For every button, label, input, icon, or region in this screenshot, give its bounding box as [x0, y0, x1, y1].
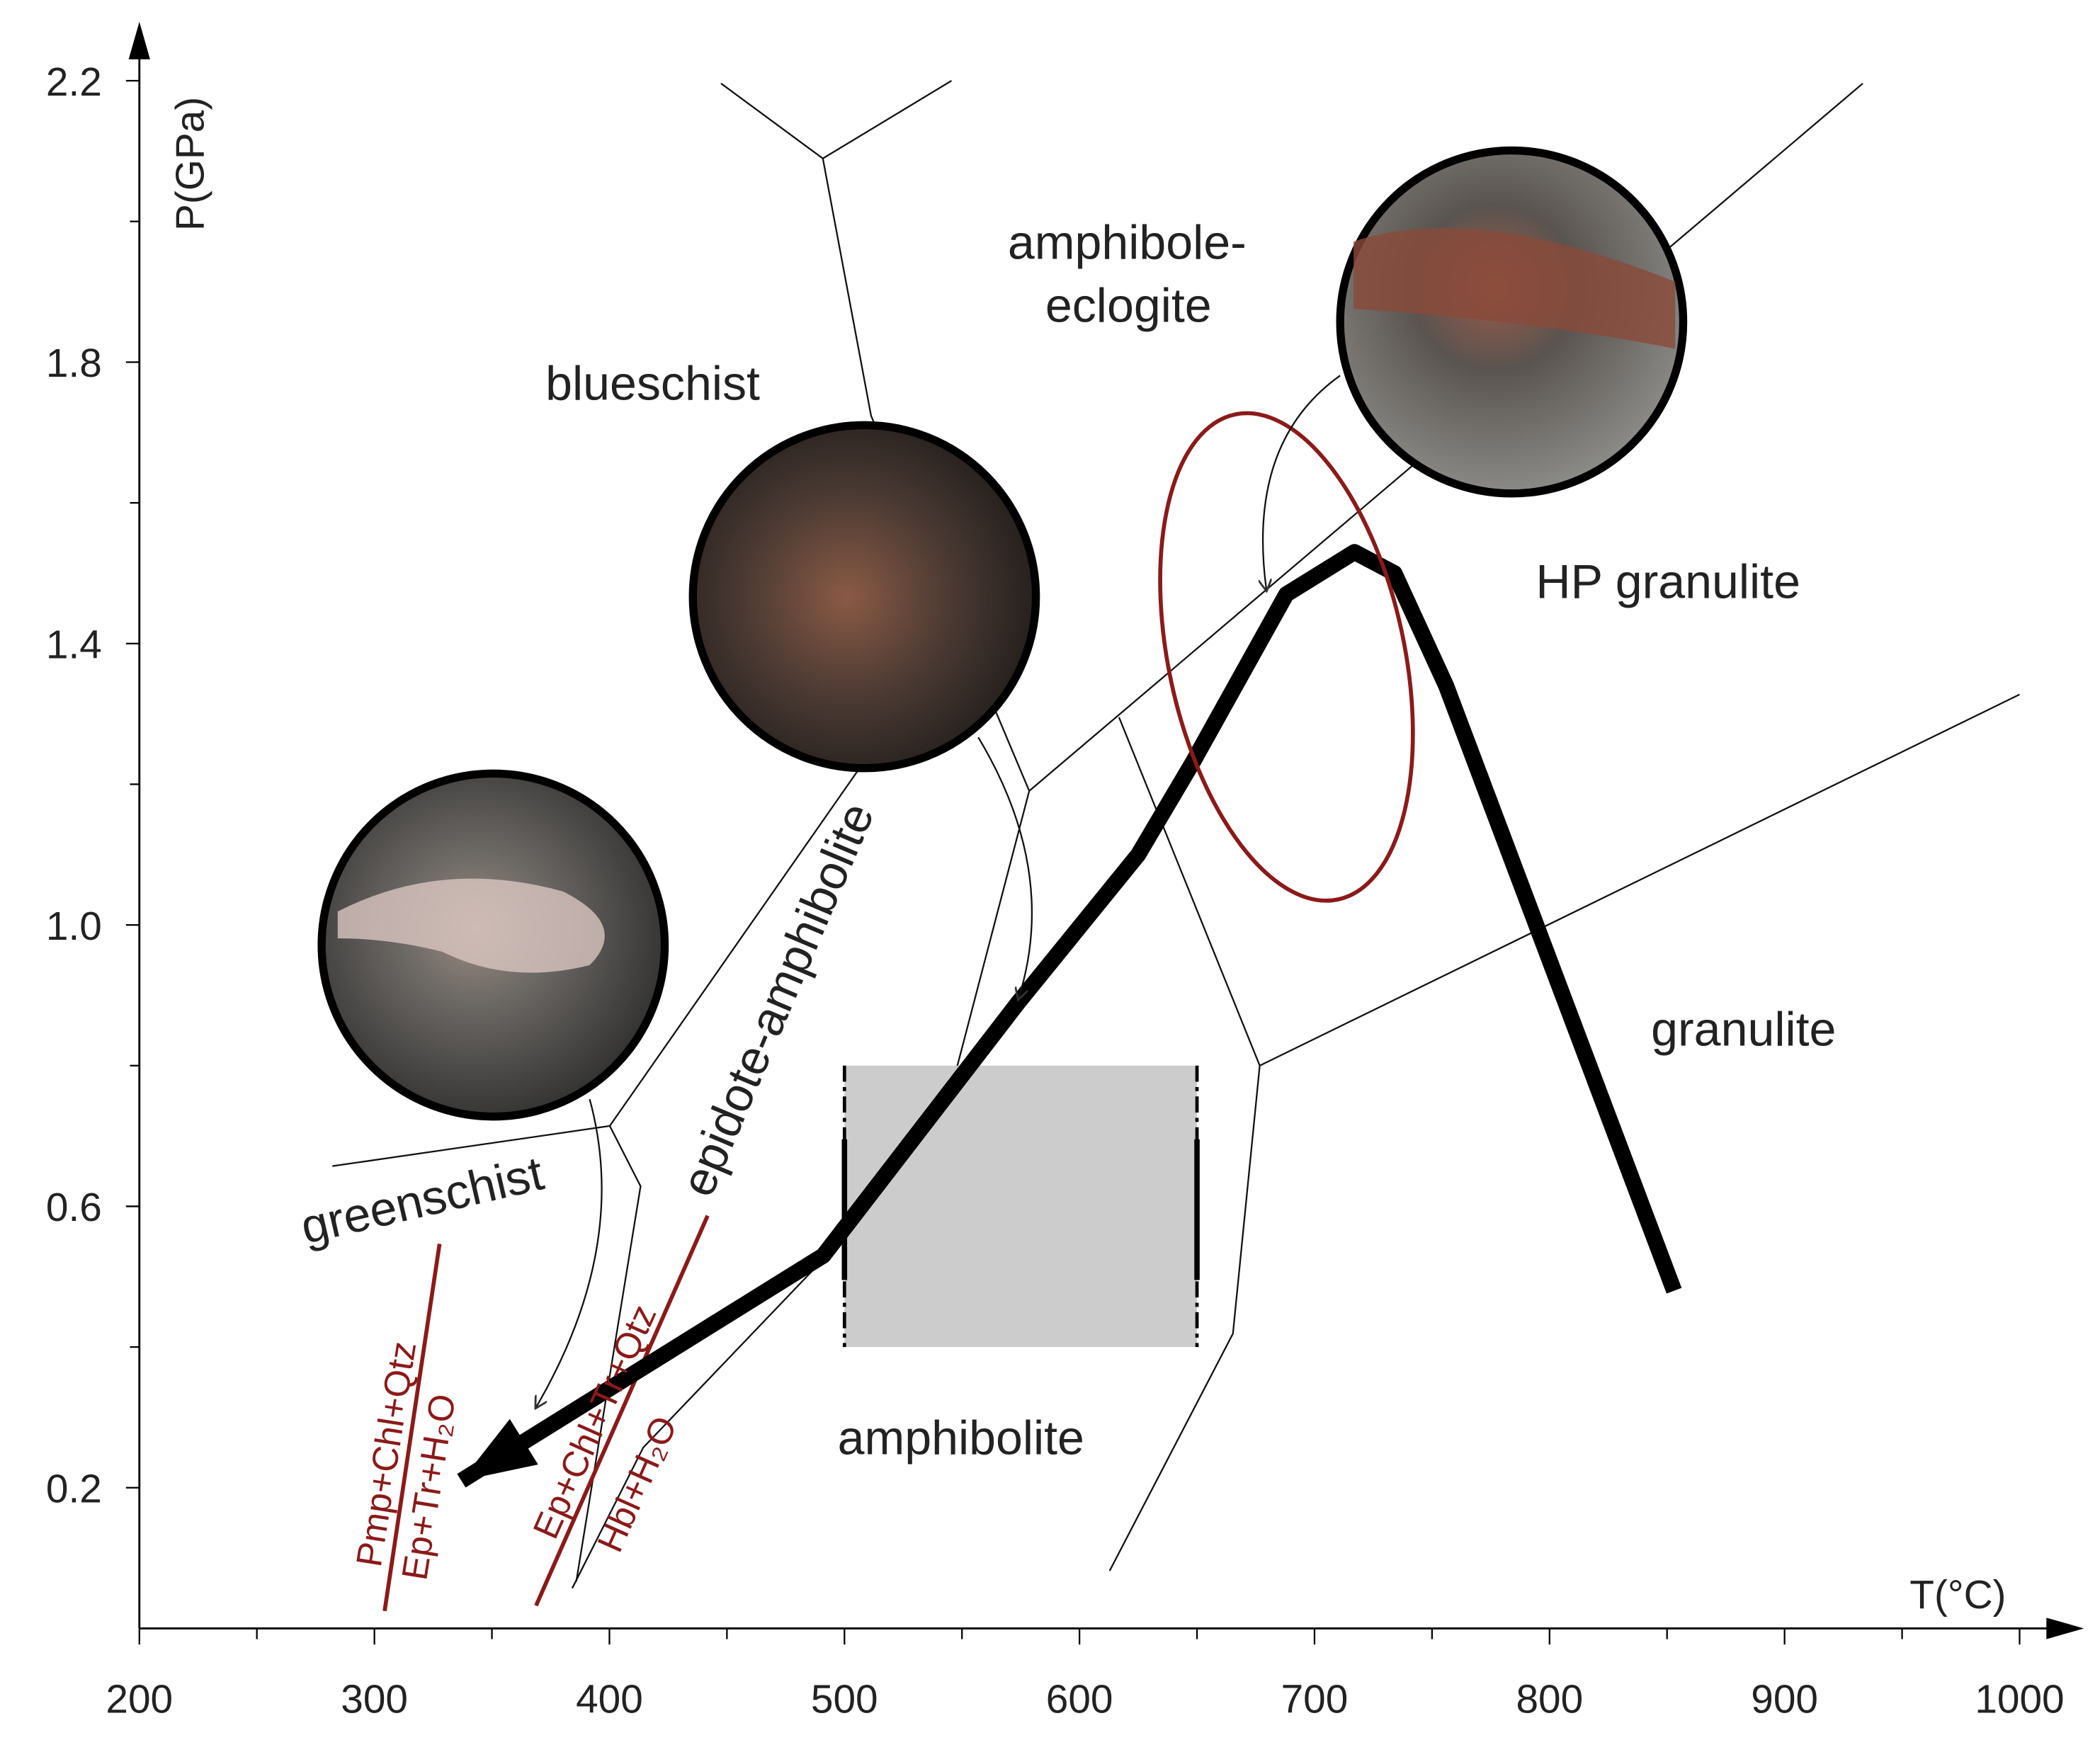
photo-detail — [337, 878, 605, 973]
y-tick-label: 1.4 — [46, 623, 102, 668]
facies-label: granulite — [1651, 1002, 1836, 1056]
x-tick-label: 500 — [811, 1678, 878, 1722]
photo-detail — [1353, 228, 1676, 349]
facies-label: amphibole- — [1008, 216, 1247, 270]
y-axis-label: P(GPa) — [169, 97, 213, 231]
x-tick-label: 400 — [576, 1678, 643, 1722]
photo-blueschist — [688, 421, 1040, 773]
photo-arrow — [1263, 375, 1341, 590]
reaction-line — [534, 1215, 710, 1607]
x-tick-label: 600 — [1046, 1678, 1113, 1722]
pt-path-arrowhead — [461, 1418, 538, 1481]
rock-photos — [317, 146, 1688, 1407]
plot-area — [457, 544, 1682, 1488]
pt-path — [457, 544, 1682, 1488]
x-axis-arrow — [2046, 1617, 2084, 1639]
facies-label: amphibolite — [838, 1411, 1084, 1465]
facies-label: blueschist — [545, 356, 760, 410]
x-tick-label: 1000 — [1975, 1678, 2064, 1722]
y-tick-label: 1.0 — [46, 904, 102, 949]
x-tick-label: 300 — [341, 1678, 408, 1722]
x-axis-label: T(°C) — [1909, 1573, 2006, 1617]
shaded-box — [844, 1065, 1198, 1348]
y-tick-label: 0.6 — [46, 1185, 102, 1230]
facies-label: HP granulite — [1536, 555, 1800, 608]
y-axis-arrow — [128, 21, 150, 59]
reaction-line — [382, 1243, 442, 1612]
x-tick-label: 900 — [1751, 1678, 1818, 1722]
x-tick-label: 200 — [106, 1678, 173, 1722]
y-tick-label: 1.8 — [46, 341, 102, 386]
peak-ellipse — [1158, 411, 1415, 903]
x-tick-label: 700 — [1281, 1678, 1349, 1722]
x-tick-label: 800 — [1516, 1678, 1583, 1722]
y-tick-label: 2.2 — [46, 60, 102, 105]
facies-label: eclogite — [1045, 279, 1212, 333]
y-tick-label: 0.2 — [46, 1467, 102, 1512]
photo-arrow — [536, 1098, 603, 1407]
photo-arrow — [977, 737, 1033, 999]
facies-label: greenschist — [296, 1147, 549, 1254]
